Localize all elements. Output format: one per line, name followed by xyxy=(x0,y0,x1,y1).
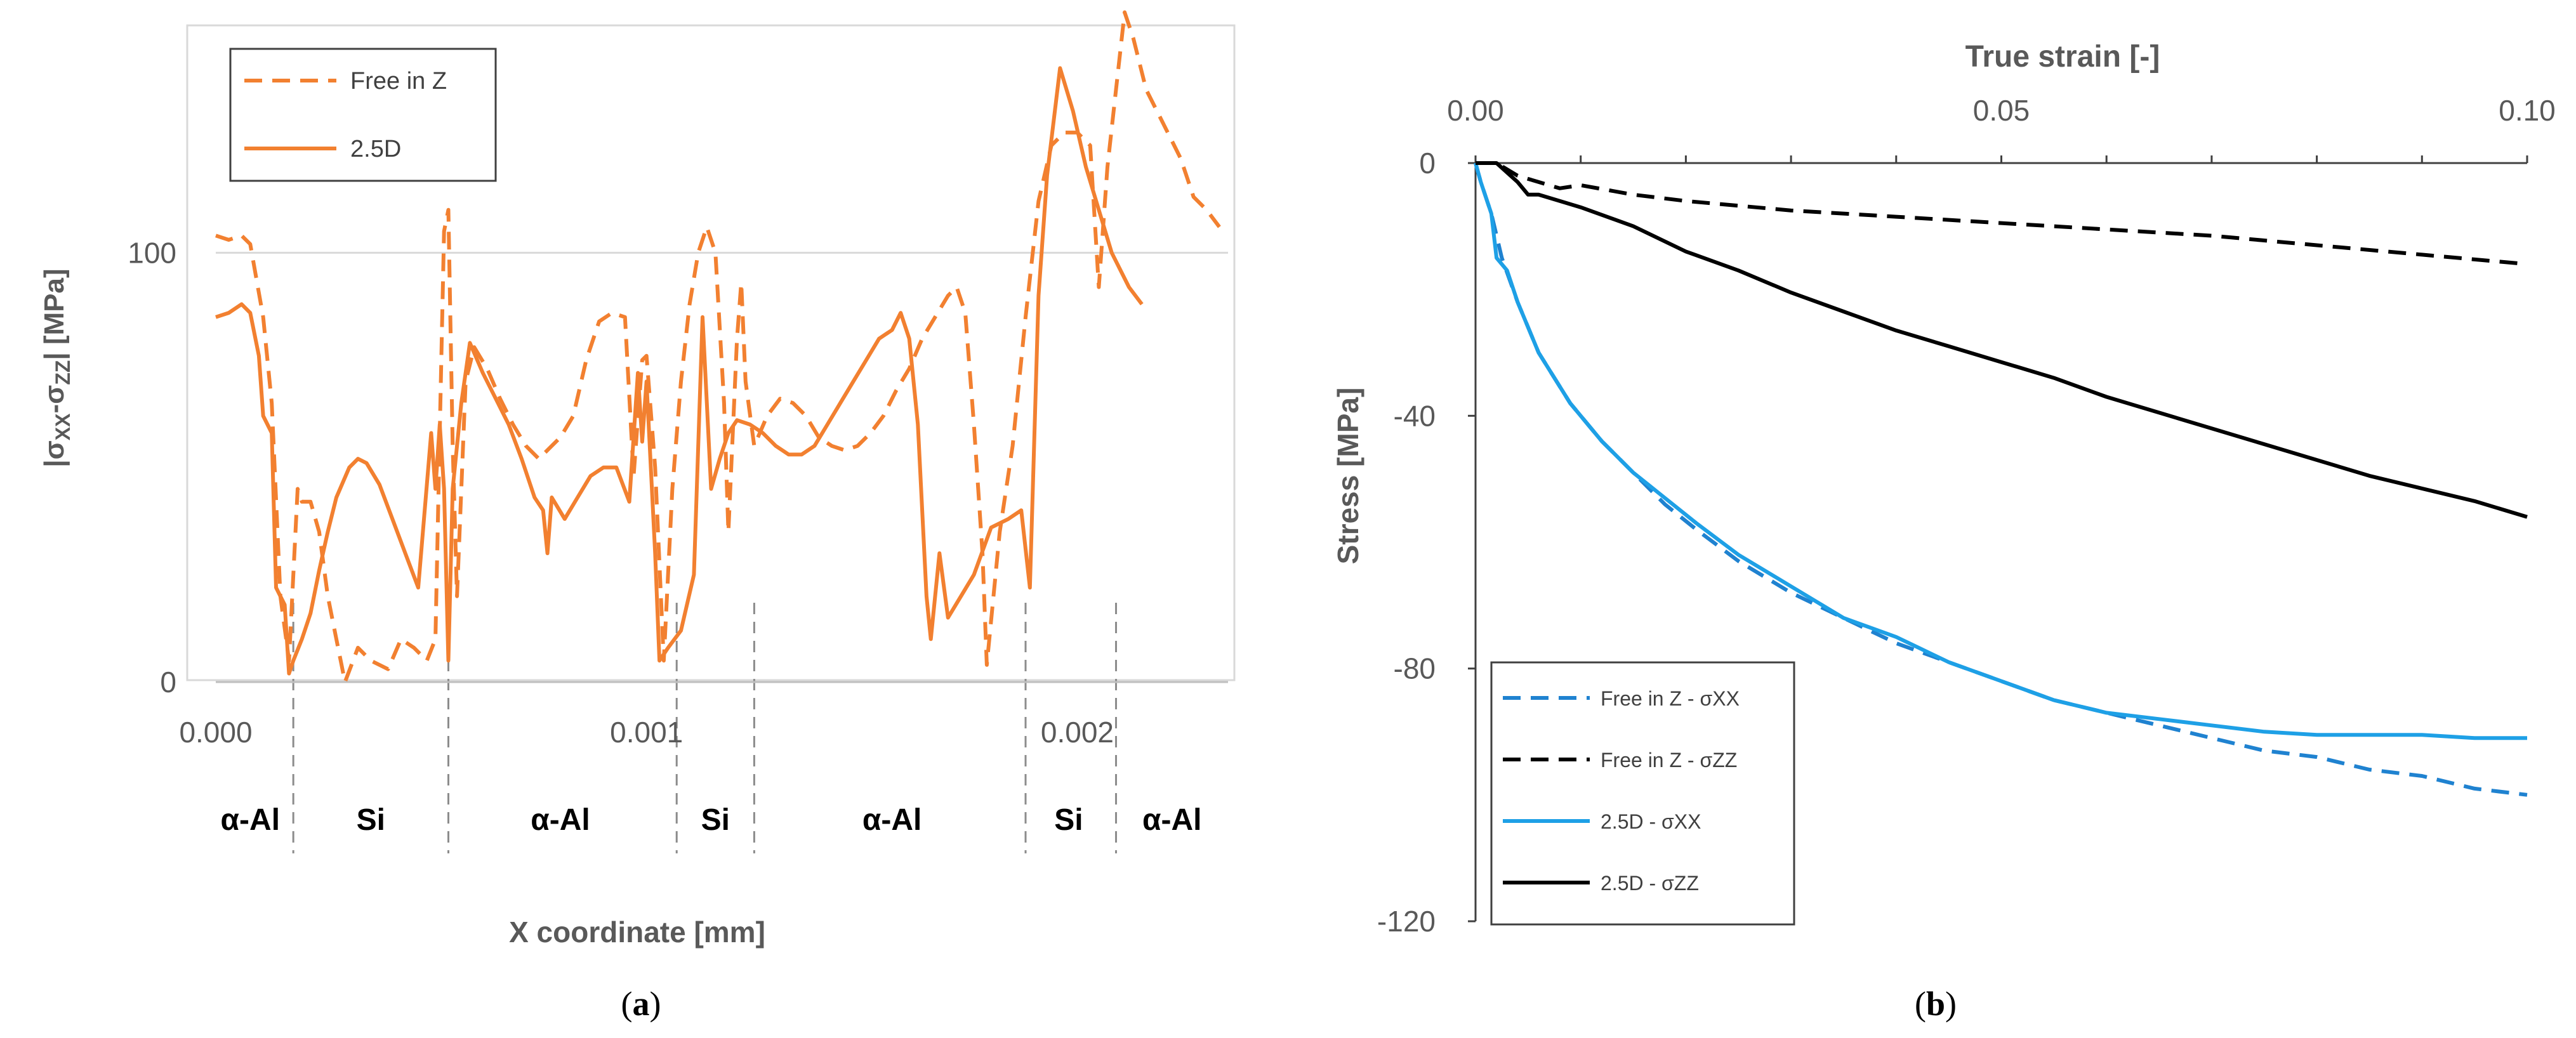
chart-b-legend-label-2-5d-zz: 2.5D - σZZ xyxy=(1601,872,1699,895)
chart-b-y-tick-labels: 0 -40 -80 -120 xyxy=(1377,147,1436,938)
chart-b-series-lines xyxy=(1474,161,2528,797)
chart-b-series-2-5d-zz xyxy=(1476,161,2528,519)
chart-a-series-free-in-z xyxy=(215,10,1221,684)
chart-b-x-tick-labels: 0.00 0.05 0.10 xyxy=(1447,94,2556,127)
chart-b-y-tick-3: -120 xyxy=(1377,905,1436,938)
chart-b-series-free-in-z-zz xyxy=(1476,161,2528,266)
chart-a-phase-label-5: Si xyxy=(1054,803,1083,837)
chart-a-series-2-5d xyxy=(215,66,1144,676)
chart-b-x-tick-2: 0.10 xyxy=(2499,94,2556,127)
chart-b: 0.00 0.05 0.10 0 -40 -80 -120 True strain [-]… xyxy=(1331,40,2556,1023)
chart-a-x-tick-labels: 0.000 0.001 0.002 xyxy=(179,716,1114,749)
chart-a-phase-label-2: α-Al xyxy=(531,803,590,837)
chart-b-y-tick-0: 0 xyxy=(1419,147,1436,180)
chart-b-legend-label-free-in-z-xx: Free in Z - σXX xyxy=(1601,687,1740,710)
chart-a-series-lines xyxy=(215,10,1221,684)
chart-b-caption: (b) xyxy=(1915,985,1957,1023)
chart-b-x-tick-0: 0.00 xyxy=(1447,94,1504,127)
chart-a-y-tick-labels: 0 100 xyxy=(128,236,176,699)
chart-a-phase-labels: α-Al Si α-Al Si α-Al Si α-Al xyxy=(221,803,1202,837)
chart-a-plot-border xyxy=(186,24,1236,681)
chart-b-legend-label-free-in-z-zz: Free in Z - σZZ xyxy=(1601,749,1737,772)
chart-b-axes xyxy=(1468,155,2528,923)
chart-b-x-axis-label: True strain [-] xyxy=(1965,40,2160,74)
chart-a-legend-label-2-5d: 2.5D xyxy=(350,136,401,162)
chart-a-x-axis-label: X coordinate [mm] xyxy=(509,916,765,949)
chart-b-y-tick-1: -40 xyxy=(1394,399,1436,432)
chart-a-phase-label-3: Si xyxy=(701,803,730,837)
chart-a-legend-label-free-in-z: Free in Z xyxy=(350,68,447,95)
chart-b-series-2-5d-xx xyxy=(1474,162,2527,740)
chart-a-y-tick-1: 100 xyxy=(128,236,176,269)
chart-b-legend: Free in Z - σXX Free in Z - σZZ 2.5D - σXX… xyxy=(1490,661,1795,926)
chart-a-x-tick-0: 0.000 xyxy=(179,716,252,749)
chart-b-y-tick-2: -80 xyxy=(1394,652,1436,685)
chart-b-legend-label-2-5d-xx: 2.5D - σXX xyxy=(1601,810,1701,833)
chart-b-y-axis-label: Stress [MPa] xyxy=(1331,388,1364,565)
chart-a-x-tick-2: 0.002 xyxy=(1041,716,1114,749)
chart-a-y-tick-0: 0 xyxy=(160,666,176,699)
chart-a-phase-label-1: Si xyxy=(357,803,385,837)
chart-a-phase-label-6: α-Al xyxy=(1142,803,1202,837)
chart-a-legend-box xyxy=(229,48,497,182)
chart-a-legend: Free in Z 2.5D xyxy=(229,48,497,182)
chart-a-y-axis-label: |σXX-σZZ| [MPa] xyxy=(39,268,74,467)
chart-b-x-tick-1: 0.05 xyxy=(1973,94,2030,127)
chart-a-caption: (a) xyxy=(621,985,661,1023)
chart-a-phase-label-4: α-Al xyxy=(862,803,922,837)
chart-a-phase-label-0: α-Al xyxy=(221,803,281,837)
chart-a-x-tick-1: 0.001 xyxy=(610,716,683,749)
